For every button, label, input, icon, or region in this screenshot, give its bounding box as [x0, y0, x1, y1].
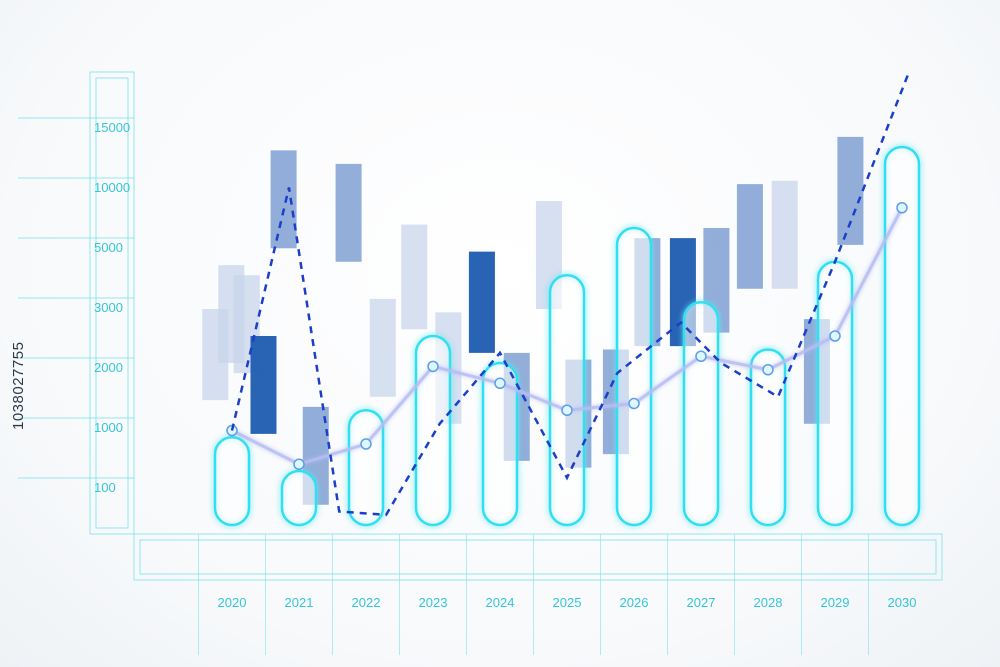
candle-bar	[250, 336, 277, 434]
capsule-bar	[682, 301, 720, 527]
capsule-bar	[749, 348, 787, 527]
y-tick-label: 5000	[94, 240, 123, 255]
candle-bar	[468, 251, 495, 353]
y-tick-label: 100	[94, 480, 116, 495]
y-axis-ticks: 15000 10000 5000 3000 2000 1000 100	[18, 117, 134, 495]
dashed-line-layer	[230, 72, 910, 517]
capsule-bar	[883, 145, 921, 527]
x-axis-dividers	[198, 534, 869, 655]
capsule-bar	[548, 274, 586, 527]
x-tick-label: 2023	[419, 595, 448, 610]
trend-marker	[494, 377, 506, 389]
trend-marker	[695, 350, 707, 362]
y-axis-column-inner	[95, 77, 129, 529]
chart-frame	[89, 71, 943, 581]
candle-bar	[736, 184, 763, 289]
x-tick-label: 2020	[218, 595, 247, 610]
candle-bar	[335, 163, 362, 262]
stock-id-label: 1038027755	[10, 341, 27, 430]
trend-marker	[896, 202, 908, 214]
x-tick-label: 2025	[553, 595, 582, 610]
y-tick-label: 15000	[94, 120, 130, 135]
trend-marker	[360, 438, 372, 450]
x-tick-label: 2024	[486, 595, 515, 610]
candle-bar	[771, 180, 798, 289]
trend-marker	[628, 397, 640, 410]
y-axis-column	[89, 71, 135, 535]
trend-marker	[561, 404, 573, 416]
x-axis-labels: 2020 2021 2022 2023 2024 2025 2026 2027 2028 2029…	[218, 595, 917, 610]
capsule-bar	[280, 469, 318, 527]
capsule-bar	[414, 334, 452, 527]
y-tick-label: 2000	[94, 360, 123, 375]
trend-marker	[293, 458, 305, 470]
candle-bar	[837, 136, 864, 245]
trend-line-layer	[226, 202, 908, 470]
capsule-bar	[481, 361, 519, 527]
x-tick-label: 2030	[888, 595, 917, 610]
x-tick-label: 2027	[687, 595, 716, 610]
x-tick-label: 2026	[620, 595, 649, 610]
y-tick-label: 1000	[94, 420, 123, 435]
capsule-bar	[816, 260, 854, 527]
y-tick-label: 3000	[94, 300, 123, 315]
capsule-bar	[347, 409, 385, 527]
x-tick-label: 2022	[352, 595, 381, 610]
x-axis-band-inner	[139, 539, 937, 575]
trend-marker	[762, 364, 774, 376]
x-tick-label: 2028	[754, 595, 783, 610]
candle-bar	[369, 298, 396, 397]
dashed-trend-line	[230, 72, 910, 517]
x-tick-label: 2021	[285, 595, 314, 610]
x-axis-band	[133, 533, 943, 581]
candle-bar	[401, 224, 428, 330]
x-tick-label: 2029	[821, 595, 850, 610]
trend-marker	[427, 360, 439, 373]
capsule-bar	[615, 226, 653, 527]
candle-bar	[270, 150, 297, 249]
trend-marker	[829, 330, 841, 342]
y-tick-label: 10000	[94, 180, 130, 195]
capsule-bar	[213, 436, 251, 527]
